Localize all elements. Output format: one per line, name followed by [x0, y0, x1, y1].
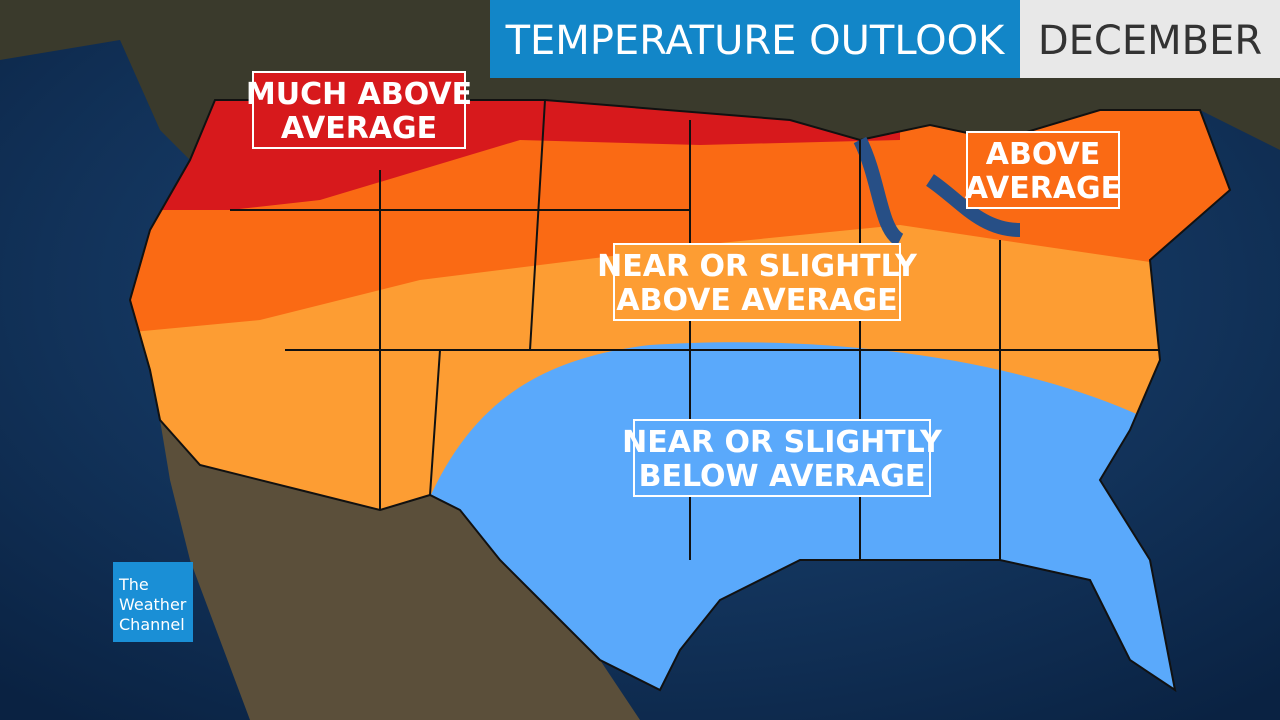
great-lakes: [853, 136, 1021, 247]
region-label: BELOW AVERAGE: [639, 459, 926, 494]
logo-text: Weather: [119, 595, 187, 614]
region-label: NEAR OR SLIGHTLY: [597, 249, 918, 284]
logo-text: Channel: [119, 615, 185, 634]
region-label: AVERAGE: [281, 111, 437, 146]
mexico: [160, 420, 640, 720]
logo-text: The: [118, 575, 149, 594]
state-lines: [230, 99, 1160, 560]
label-box: [252, 71, 466, 149]
region-label: NEAR OR SLIGHTLY: [622, 425, 943, 460]
label-box: [966, 131, 1120, 209]
label-box: [633, 419, 931, 497]
region-label: AVERAGE: [965, 171, 1121, 206]
region-label: MUCH ABOVE: [246, 77, 472, 112]
month-bar: [1020, 0, 1280, 78]
month: DECEMBER: [1038, 18, 1262, 64]
title-bar: [490, 0, 1020, 78]
logo-box: [113, 562, 193, 642]
title: TEMPERATURE OUTLOOK: [505, 18, 1007, 64]
label-box: [613, 243, 901, 321]
region-label: ABOVE: [986, 137, 1101, 172]
region-label: ABOVE AVERAGE: [616, 283, 897, 318]
